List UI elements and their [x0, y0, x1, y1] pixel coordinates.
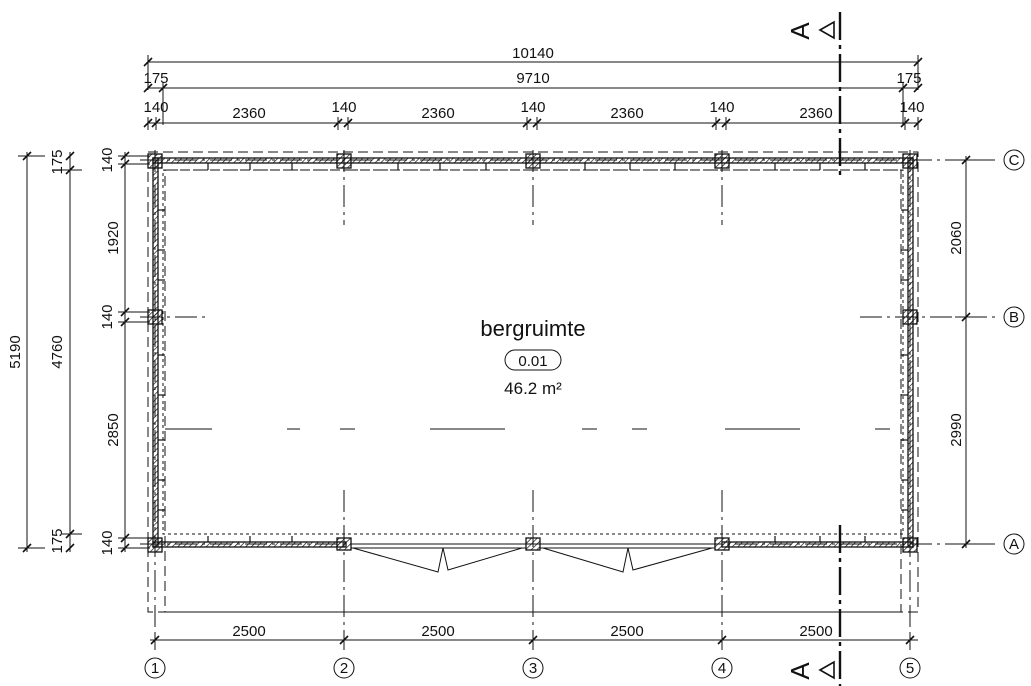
grid-label-A: A — [1009, 536, 1019, 553]
dim-right-chain-1: 2990 — [948, 413, 965, 446]
double-doors — [351, 543, 715, 573]
dim-top-middle-right: 175 — [896, 70, 921, 87]
dim-top-chain-6: 140 — [709, 99, 734, 116]
grid-label-1: 1 — [151, 660, 159, 677]
dim-top-chain-0: 140 — [143, 99, 168, 116]
dim-left-middle-bottom: 175 — [49, 528, 66, 553]
section-line — [818, 12, 842, 686]
dim-bottom-chain-2: 2500 — [610, 623, 643, 640]
grid-axes — [140, 150, 995, 650]
section-label-bottom: A — [785, 662, 815, 680]
grid-label-C: C — [1009, 152, 1020, 169]
grid-label-4: 4 — [718, 660, 726, 677]
dim-left-chain-2: 140 — [99, 304, 116, 329]
dim-top-chain-3: 2360 — [421, 105, 454, 122]
dim-bottom-chain-3: 2500 — [799, 623, 832, 640]
dim-top-chain-8: 140 — [899, 99, 924, 116]
dim-left-chain-3: 2850 — [105, 413, 122, 446]
dim-left-middle-center: 4760 — [49, 335, 66, 368]
grid-label-3: 3 — [529, 660, 537, 677]
dim-top-middle-center: 9710 — [516, 70, 549, 87]
room-name: bergruimte — [480, 316, 585, 341]
dim-top-chain-2: 140 — [331, 99, 356, 116]
dim-bottom-chain-1: 2500 — [421, 623, 454, 640]
section-arrow-bottom-icon — [818, 660, 835, 680]
dim-top-chain-4: 140 — [520, 99, 545, 116]
grid-label-5: 5 — [906, 660, 914, 677]
room-number: 0.01 — [518, 353, 547, 370]
dim-top-chain-7: 2360 — [799, 105, 832, 122]
dim-top-chain-1: 2360 — [232, 105, 265, 122]
section-label-top: A — [785, 22, 815, 40]
room-number-tag — [504, 349, 562, 371]
grid-label-2: 2 — [340, 660, 348, 677]
dim-left-chain-1: 1920 — [105, 221, 122, 254]
dim-top-middle-left: 175 — [143, 70, 168, 87]
grid-bubbles — [144, 149, 1025, 679]
dim-left-chain-4: 140 — [99, 530, 116, 555]
dim-left-chain-0: 140 — [99, 147, 116, 172]
dim-left-overall: 5190 — [7, 335, 24, 368]
room-area: 46.2 m² — [504, 379, 562, 398]
grid-label-B: B — [1009, 309, 1019, 326]
dim-top-overall: 10140 — [512, 45, 554, 62]
dim-left-middle-top: 175 — [49, 149, 66, 174]
dim-top-chain-5: 2360 — [610, 105, 643, 122]
dim-right-chain-0: 2060 — [948, 221, 965, 254]
section-arrow-top-icon — [818, 20, 835, 40]
walls — [147, 151, 919, 613]
dim-bottom-chain-0: 2500 — [232, 623, 265, 640]
